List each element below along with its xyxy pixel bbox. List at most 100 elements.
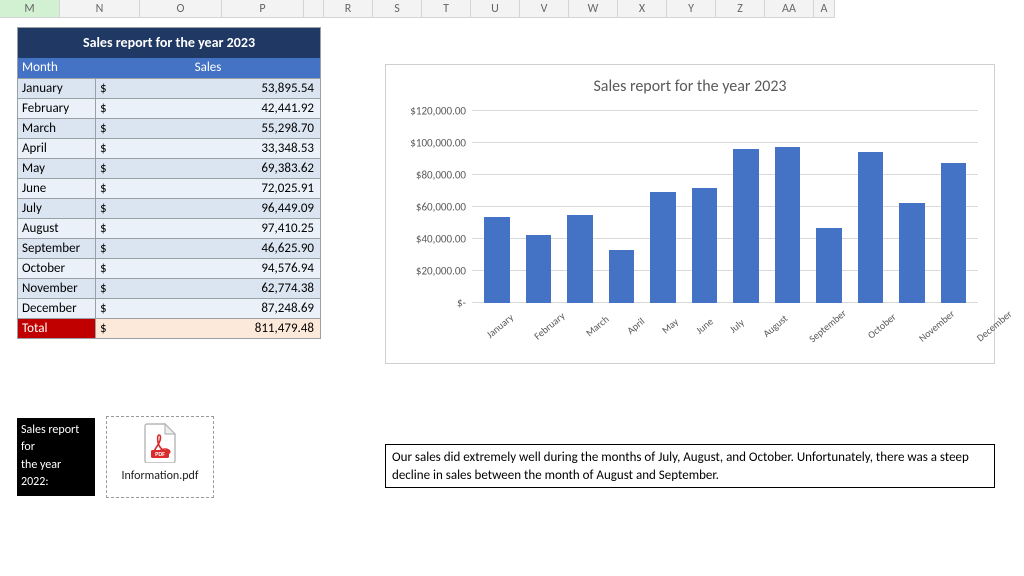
sales-table: Sales report for the year 2023 Month Sal… <box>17 27 321 339</box>
column-header[interactable]: W <box>569 0 618 18</box>
table-total-currency: $ <box>96 319 116 338</box>
chart-y-tick-label: $- <box>457 297 466 310</box>
chart-x-tick-label: February <box>532 309 596 375</box>
column-header[interactable]: A <box>814 0 835 18</box>
pdf-attachment[interactable]: PDF Information.pdf <box>106 416 214 498</box>
table-cell-value: 94,576.94 <box>116 259 320 278</box>
table-cell-value: 69,383.62 <box>116 159 320 178</box>
table-cell-value: 53,895.54 <box>116 79 320 98</box>
chart-x-tick-label: January <box>484 311 544 374</box>
table-row[interactable]: October$94,576.94 <box>18 258 320 278</box>
column-header[interactable]: U <box>471 0 520 18</box>
chart-bar[interactable] <box>899 203 925 303</box>
chart-title: Sales report for the year 2023 <box>386 77 994 96</box>
table-row[interactable]: August$97,410.25 <box>18 218 320 238</box>
column-header[interactable] <box>304 0 324 18</box>
table-cell-month: June <box>18 179 96 198</box>
table-cell-value: 87,248.69 <box>116 299 320 318</box>
column-header[interactable]: AA <box>765 0 814 18</box>
column-header[interactable]: R <box>324 0 373 18</box>
chart-bars <box>472 111 978 303</box>
table-cell-currency: $ <box>96 79 116 98</box>
table-cell-currency: $ <box>96 199 116 218</box>
column-header[interactable]: X <box>618 0 667 18</box>
column-header[interactable]: N <box>60 0 140 18</box>
chart-x-labels: JanuaryFebruaryMarchAprilMayJuneJulyAugu… <box>472 307 978 363</box>
table-row[interactable]: June$72,025.91 <box>18 178 320 198</box>
table-cell-value: 62,774.38 <box>116 279 320 298</box>
table-row[interactable]: July$96,449.09 <box>18 198 320 218</box>
table-row[interactable]: March$55,298.70 <box>18 118 320 138</box>
chart-y-tick-label: $120,000.00 <box>410 105 466 118</box>
table-cell-currency: $ <box>96 179 116 198</box>
table-cell-month: April <box>18 139 96 158</box>
table-cell-currency: $ <box>96 139 116 158</box>
table-cell-month: January <box>18 79 96 98</box>
table-cell-currency: $ <box>96 99 116 118</box>
table-cell-month: October <box>18 259 96 278</box>
chart-y-tick-label: $80,000.00 <box>416 169 466 182</box>
table-cell-month: August <box>18 219 96 238</box>
table-header-row: Month Sales <box>18 58 320 78</box>
table-total-row: Total $ 811,479.48 <box>18 318 320 338</box>
chart-bar[interactable] <box>941 163 967 303</box>
table-row[interactable]: February$42,441.92 <box>18 98 320 118</box>
table-cell-month: November <box>18 279 96 298</box>
column-header[interactable]: M <box>0 0 60 18</box>
table-cell-value: 97,410.25 <box>116 219 320 238</box>
chart-y-tick-label: $40,000.00 <box>416 233 466 246</box>
table-cell-currency: $ <box>96 159 116 178</box>
table-row[interactable]: November$62,774.38 <box>18 278 320 298</box>
table-cell-month: July <box>18 199 96 218</box>
table-total-value: 811,479.48 <box>116 319 320 338</box>
attachment-filename: Information.pdf <box>107 469 213 483</box>
chart-x-tick-label: September <box>806 306 876 378</box>
table-cell-value: 42,441.92 <box>116 99 320 118</box>
chart-x-tick-label: December <box>974 307 1024 377</box>
table-cell-value: 46,625.90 <box>116 239 320 258</box>
chart-bar[interactable] <box>609 250 635 303</box>
table-cell-value: 72,025.91 <box>116 179 320 198</box>
chart-bar[interactable] <box>567 215 593 303</box>
column-header[interactable]: Z <box>716 0 765 18</box>
column-header[interactable]: V <box>520 0 569 18</box>
chart-bar[interactable] <box>858 152 884 303</box>
table-cell-value: 55,298.70 <box>116 119 320 138</box>
table-title: Sales report for the year 2023 <box>18 28 320 58</box>
previous-report-label: Sales report for the year 2022: <box>17 418 95 496</box>
column-header[interactable]: S <box>373 0 422 18</box>
column-header[interactable]: P <box>222 0 304 18</box>
table-cell-currency: $ <box>96 119 116 138</box>
chart-x-tick-label: November <box>915 307 984 377</box>
chart-bar[interactable] <box>816 228 842 303</box>
table-cell-currency: $ <box>96 239 116 258</box>
table-row[interactable]: September$46,625.90 <box>18 238 320 258</box>
chart-bar[interactable] <box>775 147 801 303</box>
pdf-icon: PDF <box>143 423 177 467</box>
table-header-month: Month <box>18 58 96 78</box>
chart-bar[interactable] <box>650 192 676 303</box>
table-cell-currency: $ <box>96 219 116 238</box>
sales-chart[interactable]: Sales report for the year 2023 $-$20,000… <box>385 64 995 364</box>
table-cell-month: March <box>18 119 96 138</box>
column-header[interactable]: T <box>422 0 471 18</box>
table-header-sales: Sales <box>96 58 320 78</box>
table-cell-month: May <box>18 159 96 178</box>
table-row[interactable]: December$87,248.69 <box>18 298 320 318</box>
column-header[interactable]: O <box>140 0 222 18</box>
table-cell-month: September <box>18 239 96 258</box>
chart-bar[interactable] <box>484 217 510 303</box>
table-row[interactable]: May$69,383.62 <box>18 158 320 178</box>
chart-bar[interactable] <box>692 188 718 303</box>
column-header[interactable]: Y <box>667 0 716 18</box>
table-cell-currency: $ <box>96 299 116 318</box>
chart-bar[interactable] <box>526 235 552 303</box>
table-cell-value: 33,348.53 <box>116 139 320 158</box>
table-row[interactable]: April$33,348.53 <box>18 138 320 158</box>
svg-text:PDF: PDF <box>155 450 165 458</box>
table-body: January$53,895.54February$42,441.92March… <box>18 78 320 318</box>
table-cell-month: February <box>18 99 96 118</box>
chart-bar[interactable] <box>733 149 759 303</box>
table-row[interactable]: January$53,895.54 <box>18 78 320 98</box>
note-text-box[interactable]: Our sales did extremely well during the … <box>385 444 995 488</box>
